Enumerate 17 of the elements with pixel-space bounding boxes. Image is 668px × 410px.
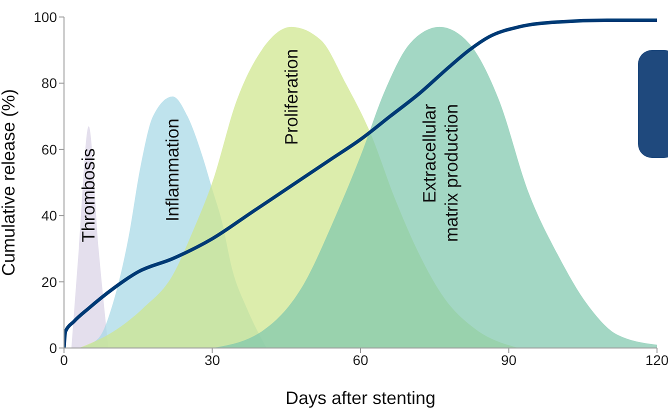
y-tick-label: 20 bbox=[41, 274, 58, 290]
x-tick-label: 90 bbox=[500, 352, 517, 368]
series-label: Thrombosis bbox=[78, 148, 99, 242]
y-tick-label: 100 bbox=[34, 8, 58, 25]
series-label: Inflammation bbox=[162, 118, 183, 222]
y-tick-label: 60 bbox=[41, 141, 58, 158]
series-label: Proliferation bbox=[281, 48, 302, 145]
x-tick-label: 0 bbox=[60, 352, 68, 368]
y-tick-label: 0 bbox=[49, 340, 58, 356]
y-tick-label: 40 bbox=[41, 208, 58, 224]
x-tick-label: 60 bbox=[352, 352, 368, 368]
series-label: Extracellular matrix production bbox=[420, 104, 462, 242]
x-axis-title: Days after stenting bbox=[285, 388, 436, 408]
y-tick-label: 80 bbox=[41, 75, 58, 92]
y-axis-title: Cumulative release (%) bbox=[0, 88, 18, 276]
x-tick-label: 120 bbox=[645, 352, 668, 368]
x-tick-label: 30 bbox=[204, 352, 220, 368]
